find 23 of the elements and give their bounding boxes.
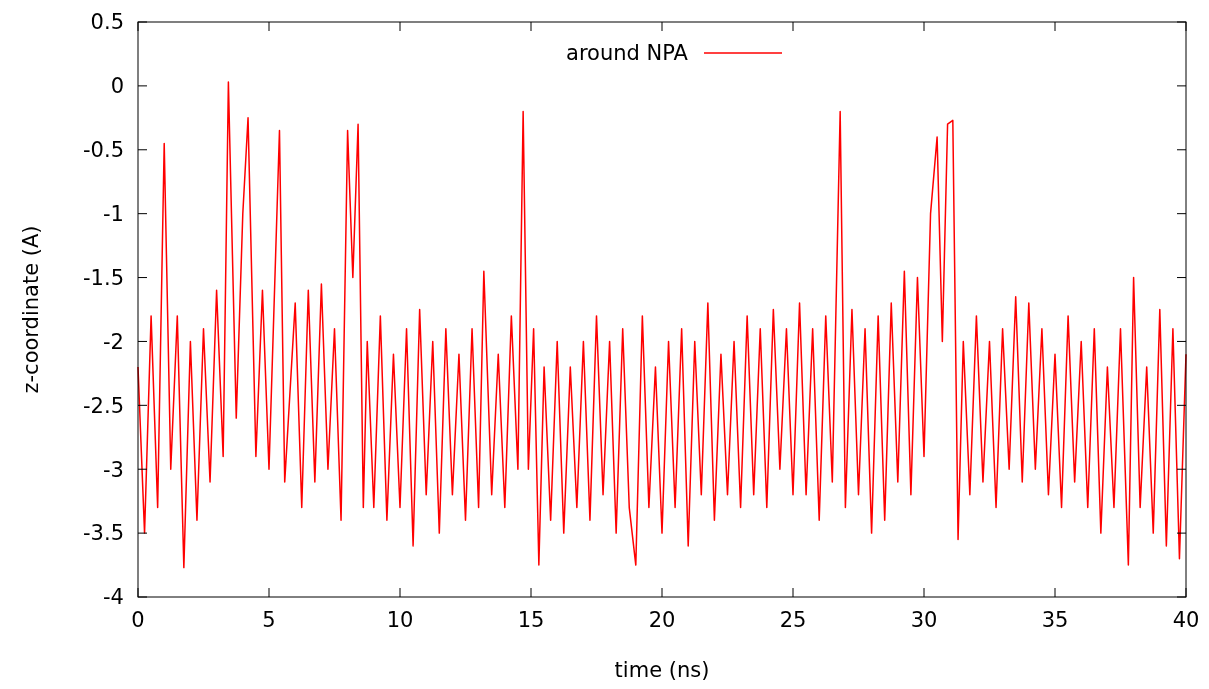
- x-tick-label: 5: [262, 608, 276, 632]
- line-series: [137, 81, 1187, 569]
- x-tick-label: 15: [517, 608, 545, 632]
- y-tick-label: -3: [103, 457, 124, 482]
- y-tick-label: -2: [103, 329, 124, 354]
- x-tick-label: 30: [910, 608, 938, 632]
- y-tick-label: -2.5: [83, 393, 124, 418]
- y-tick-label: -4: [103, 585, 124, 610]
- y-tick-label: -3.5: [83, 521, 124, 546]
- y-tick-label: -1: [103, 202, 124, 227]
- legend-label: around NPA: [566, 41, 689, 66]
- x-tick-label: 20: [648, 608, 676, 632]
- x-tick-label: 25: [779, 608, 807, 632]
- x-tick-label: 40: [1172, 608, 1200, 632]
- x-axis-title: time (ns): [614, 658, 710, 682]
- y-tick-label: -1.5: [83, 265, 124, 290]
- y-tick-label: 0.5: [90, 10, 124, 35]
- x-tick-label: 10: [386, 608, 414, 632]
- y-tick-label: -0.5: [83, 138, 124, 163]
- x-tick-label: 35: [1041, 608, 1069, 632]
- x-tick-label: 0: [131, 608, 145, 632]
- y-tick-label: 0: [110, 74, 124, 99]
- y-axis-title: z-coordinate (A): [19, 225, 43, 394]
